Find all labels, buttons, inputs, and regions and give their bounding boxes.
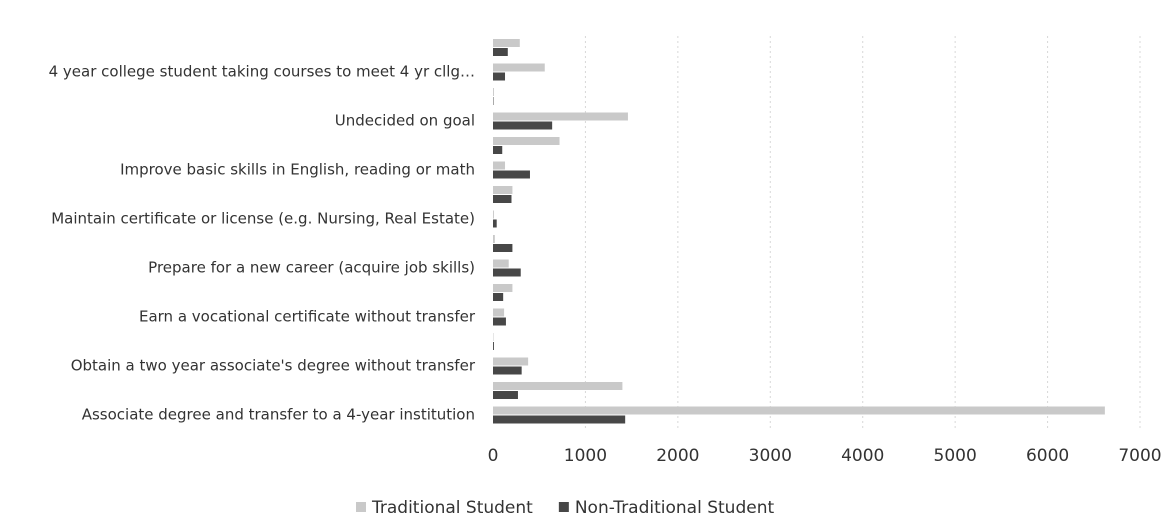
y-tick-label: 4 year college student taking courses to… — [49, 63, 475, 81]
bar — [493, 407, 1105, 415]
bar — [493, 284, 512, 292]
bar — [493, 220, 497, 228]
bar — [493, 195, 511, 203]
bar — [493, 39, 520, 47]
x-tick-label: 5000 — [934, 446, 977, 466]
legend-label: Non-Traditional Student — [575, 498, 775, 518]
bar — [493, 73, 505, 81]
bar — [493, 48, 508, 56]
bar — [493, 137, 560, 145]
x-tick-label: 7000 — [1118, 446, 1161, 466]
legend-label: Traditional Student — [371, 498, 533, 518]
bar — [493, 113, 628, 121]
x-tick-label: 2000 — [656, 446, 699, 466]
bar — [493, 416, 625, 424]
y-tick-label: Earn a vocational certificate without tr… — [139, 308, 476, 326]
x-tick-label: 1000 — [564, 446, 607, 466]
bar — [493, 342, 494, 350]
y-tick-label: Improve basic skills in English, reading… — [120, 161, 475, 179]
bar — [493, 293, 503, 301]
bar — [493, 162, 505, 170]
bar — [493, 269, 521, 277]
bar — [493, 88, 494, 96]
bar — [493, 391, 518, 399]
x-tick-label: 6000 — [1026, 446, 1069, 466]
y-tick-label: Maintain certificate or license (e.g. Nu… — [51, 210, 475, 228]
y-tick-label: Associate degree and transfer to a 4-yea… — [82, 406, 475, 424]
bar — [493, 64, 545, 72]
bar — [493, 211, 494, 219]
bar — [493, 382, 622, 390]
bar — [493, 358, 528, 366]
bar — [493, 186, 512, 194]
x-tick-label: 3000 — [749, 446, 792, 466]
bar — [493, 122, 552, 130]
bar — [493, 146, 502, 154]
x-tick-label: 4000 — [841, 446, 884, 466]
bar — [493, 318, 506, 326]
y-tick-label: Undecided on goal — [335, 112, 475, 130]
x-tick-label: 0 — [488, 446, 499, 466]
legend-swatch — [559, 502, 569, 512]
bar — [493, 309, 504, 317]
bar — [493, 260, 509, 268]
bar — [493, 367, 522, 375]
y-tick-label: Obtain a two year associate's degree wit… — [71, 357, 476, 375]
legend-swatch — [356, 502, 366, 512]
bar — [493, 171, 530, 179]
bar — [493, 235, 495, 243]
y-tick-label: Prepare for a new career (acquire job sk… — [148, 259, 475, 277]
bar — [493, 244, 512, 252]
